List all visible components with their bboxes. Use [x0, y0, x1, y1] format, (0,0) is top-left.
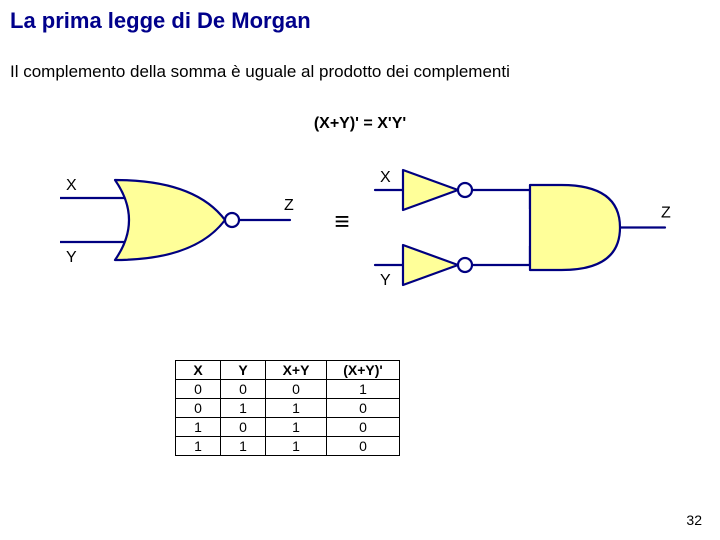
svg-text:Y: Y — [380, 272, 391, 289]
svg-text:Y: Y — [66, 249, 77, 266]
table-header: X+Y — [266, 361, 327, 380]
table-cell: 1 — [327, 380, 400, 399]
svg-text:Z: Z — [661, 205, 671, 222]
table-cell: 1 — [221, 437, 266, 456]
page-title: La prima legge di De Morgan — [10, 8, 311, 34]
table-cell: 0 — [327, 437, 400, 456]
table-row: 1010 — [176, 418, 400, 437]
table-cell: 0 — [327, 399, 400, 418]
table-cell: 0 — [221, 380, 266, 399]
table-cell: 1 — [266, 418, 327, 437]
table-header: X — [176, 361, 221, 380]
logic-diagram: X Y Z ≡ X Y Z — [60, 150, 680, 335]
svg-text:≡: ≡ — [334, 206, 349, 236]
table-cell: 0 — [266, 380, 327, 399]
table-cell: 1 — [266, 399, 327, 418]
table-cell: 0 — [176, 399, 221, 418]
table-row: 0110 — [176, 399, 400, 418]
table-cell: 1 — [221, 399, 266, 418]
table-cell: 0 — [327, 418, 400, 437]
table-cell: 1 — [266, 437, 327, 456]
truth-table-container: XYX+Y(X+Y)'0001011010101110 — [175, 360, 400, 456]
table-header: (X+Y)' — [327, 361, 400, 380]
page-subtitle: Il complemento della somma è uguale al p… — [10, 62, 510, 82]
table-cell: 0 — [176, 380, 221, 399]
diagram-svg: X Y Z ≡ X Y Z — [60, 150, 680, 330]
svg-text:Z: Z — [284, 197, 294, 214]
table-cell: 1 — [176, 437, 221, 456]
page-number: 32 — [686, 512, 702, 528]
equation-text: (X+Y)' = X'Y' — [0, 115, 720, 133]
table-row: 1110 — [176, 437, 400, 456]
truth-table: XYX+Y(X+Y)'0001011010101110 — [175, 360, 400, 456]
svg-text:X: X — [380, 169, 391, 186]
table-row: 0001 — [176, 380, 400, 399]
table-cell: 0 — [221, 418, 266, 437]
svg-text:X: X — [66, 177, 77, 194]
table-cell: 1 — [176, 418, 221, 437]
table-header: Y — [221, 361, 266, 380]
